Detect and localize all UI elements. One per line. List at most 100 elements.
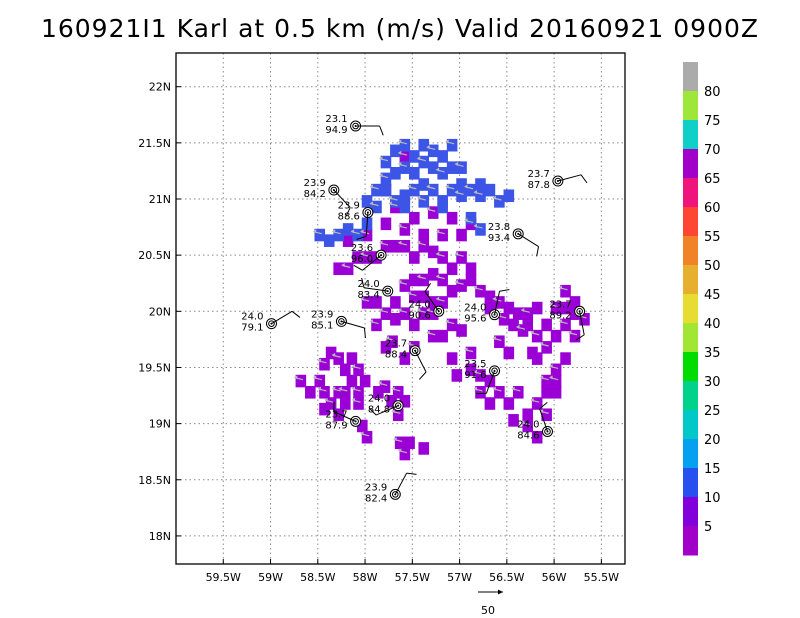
wind-cell-5 — [380, 307, 392, 320]
wind-cell-5 — [319, 385, 330, 399]
wind-vector — [393, 437, 403, 443]
wind-cell-5 — [437, 329, 448, 343]
wind-barb — [363, 287, 388, 292]
wind-cell-5 — [361, 251, 373, 264]
colorbar-label: 35 — [704, 346, 721, 361]
colorbar-label: 80 — [704, 85, 721, 100]
wind-cell-5 — [390, 296, 401, 309]
station-marker: 23.985.1 — [311, 309, 366, 339]
wind-cell-5 — [340, 363, 351, 377]
station-marker: 23.696.0 — [351, 243, 387, 271]
x-tick-label: 55.5W — [584, 571, 619, 584]
x-tick-label: 57.5W — [395, 571, 430, 584]
wind-cell-5 — [340, 397, 351, 410]
wind-vector — [385, 336, 395, 341]
wind-cell-5 — [446, 284, 458, 298]
lat-lon-grid — [176, 53, 625, 564]
wind-vector — [397, 448, 408, 454]
wind-cell-5 — [392, 408, 404, 422]
station-value-bottom: 83.4 — [357, 290, 379, 301]
wind-vector — [317, 386, 327, 392]
wind-cell-5 — [418, 228, 430, 242]
colorbar-label: 25 — [704, 404, 721, 419]
wind-cell-5 — [427, 307, 439, 320]
wind-vector — [360, 229, 370, 235]
wind-cell-5 — [527, 346, 538, 360]
colorbar-segment — [683, 265, 698, 295]
wind-barb — [394, 472, 408, 495]
wind-cell-5 — [418, 273, 430, 287]
wind-cell-5 — [484, 397, 496, 410]
y-tick-label: 21N — [149, 193, 171, 206]
wind-vector — [492, 386, 502, 392]
wind-barb — [517, 233, 539, 247]
wind-cell-5 — [446, 262, 458, 276]
wind-cell-5 — [427, 329, 439, 343]
wind-vector — [549, 302, 559, 308]
wind-vector — [331, 229, 341, 235]
wind-vector — [391, 409, 401, 414]
wind-cell-10 — [494, 195, 505, 208]
wind-cell-5 — [427, 296, 439, 309]
wind-vector — [397, 240, 408, 246]
wind-barb — [365, 212, 369, 237]
wind-vector — [426, 184, 436, 190]
wind-cell-10 — [390, 195, 401, 208]
wind-barb — [341, 320, 365, 329]
wind-barb — [539, 408, 548, 432]
wind-cell-10 — [418, 155, 430, 169]
colorbar-segment — [683, 294, 698, 324]
colorbar-segment — [683, 207, 698, 237]
wind-vector — [407, 184, 417, 190]
wind-vector — [473, 190, 483, 195]
wind-cell-5 — [503, 301, 515, 315]
wind-cell-10 — [465, 183, 477, 197]
wind-vector — [492, 336, 502, 341]
wind-cell-5 — [346, 352, 358, 365]
wind-vector — [388, 195, 398, 201]
wind-cell-5 — [392, 385, 404, 399]
wind-cell-5 — [465, 273, 477, 287]
station-marker: 23.789.2 — [549, 299, 586, 341]
x-tick-label: 58.5W — [300, 571, 335, 584]
colorbar-label: 45 — [704, 288, 721, 303]
wind-vector — [397, 279, 408, 285]
wind-cell-5 — [359, 374, 371, 388]
wind-cell-10 — [427, 144, 439, 158]
wind-cell-5 — [361, 430, 373, 444]
wind-cell-5 — [456, 324, 467, 337]
wind-cell-5 — [541, 408, 552, 422]
wind-cell-5 — [342, 234, 354, 247]
station-value-top: 23.7 — [325, 409, 347, 420]
wind-cell-5 — [437, 228, 448, 242]
wind-cell-5 — [319, 357, 330, 371]
wind-cell-10 — [314, 228, 326, 242]
colorbar-label: 20 — [704, 433, 721, 448]
colorbar-segment — [683, 91, 698, 121]
wind-cell-10 — [456, 189, 467, 203]
x-tick-label: 59W — [258, 571, 283, 584]
wind-cell-10 — [456, 161, 467, 174]
wind-cell-5 — [394, 436, 406, 450]
wind-vector — [338, 386, 348, 392]
wind-cell-5 — [522, 419, 534, 433]
wind-vector — [391, 386, 401, 392]
wind-cell-5 — [409, 211, 420, 225]
wind-cell-5 — [531, 430, 543, 444]
wind-vector — [539, 409, 549, 414]
wind-cell-10 — [446, 161, 458, 174]
wind-vector — [397, 150, 408, 156]
wind-vector — [416, 240, 426, 246]
station-value-bottom: 87.8 — [528, 180, 550, 191]
wind-cell-10 — [342, 223, 354, 236]
station-marker: 23.988.6 — [338, 200, 374, 240]
wind-vector — [516, 324, 526, 330]
wind-cell-5 — [418, 307, 430, 320]
wind-vector — [369, 319, 379, 325]
station-value-bottom: 94.9 — [325, 125, 347, 136]
wind-cell-5 — [353, 385, 364, 399]
station-marker: 23.194.9 — [325, 114, 384, 136]
station-value-bottom: 82.4 — [365, 493, 387, 504]
wind-barb — [494, 291, 501, 315]
wind-vector — [378, 173, 389, 179]
